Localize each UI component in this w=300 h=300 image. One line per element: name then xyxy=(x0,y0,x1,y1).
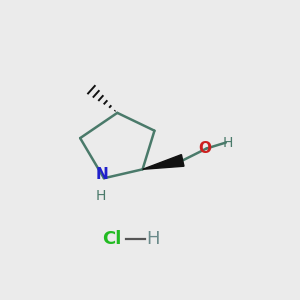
Text: Cl: Cl xyxy=(102,230,121,248)
Text: H: H xyxy=(96,189,106,203)
Text: H: H xyxy=(223,136,233,150)
Text: H: H xyxy=(146,230,160,248)
Text: N: N xyxy=(96,167,109,182)
Text: O: O xyxy=(199,141,212,156)
Polygon shape xyxy=(142,154,184,169)
